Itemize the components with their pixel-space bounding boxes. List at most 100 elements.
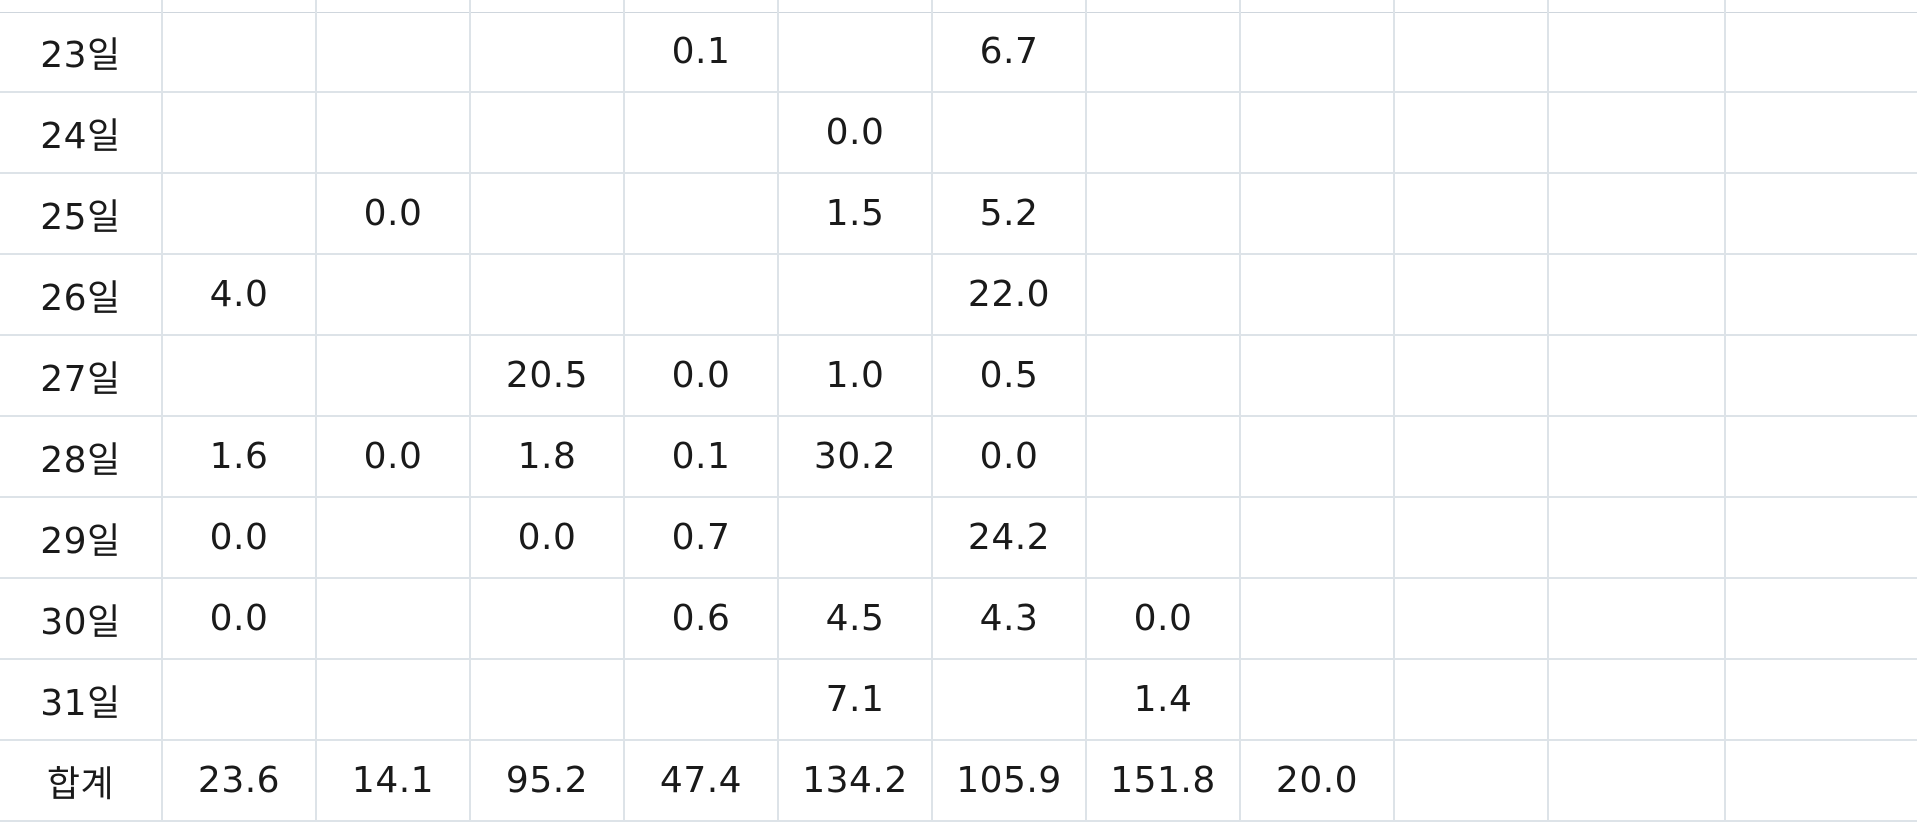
data-cell[interactable] [625, 174, 779, 253]
data-cell[interactable] [1726, 174, 1917, 253]
data-cell[interactable]: 0.0 [933, 417, 1087, 496]
data-cell[interactable] [317, 93, 471, 172]
data-cell[interactable]: 105.9 [933, 741, 1087, 820]
data-cell[interactable] [1395, 336, 1549, 415]
data-cell[interactable]: 20.5 [471, 336, 625, 415]
data-cell[interactable]: 20.0 [1241, 741, 1395, 820]
data-cell[interactable] [1726, 336, 1917, 415]
data-cell[interactable] [933, 93, 1087, 172]
data-cell[interactable] [1395, 498, 1549, 577]
data-cell[interactable] [471, 579, 625, 658]
data-cell[interactable] [1395, 741, 1549, 820]
data-cell[interactable]: 1.4 [1087, 660, 1241, 739]
row-label-cell[interactable]: 29일 [0, 498, 163, 577]
row-label-cell[interactable]: 31일 [0, 660, 163, 739]
data-cell[interactable]: 1.5 [779, 174, 933, 253]
data-cell[interactable] [1087, 336, 1241, 415]
data-cell[interactable] [1395, 93, 1549, 172]
data-cell[interactable] [1395, 417, 1549, 496]
data-cell[interactable]: 0.1 [625, 417, 779, 496]
data-cell[interactable]: 14.1 [317, 741, 471, 820]
data-cell[interactable] [1241, 498, 1395, 577]
data-cell[interactable] [1087, 174, 1241, 253]
data-cell[interactable]: 22.0 [933, 255, 1087, 334]
data-cell[interactable]: 0.0 [317, 417, 471, 496]
data-cell[interactable] [1087, 498, 1241, 577]
data-cell[interactable] [1241, 417, 1395, 496]
row-label-cell[interactable]: 합계 [0, 741, 163, 820]
data-cell[interactable] [779, 498, 933, 577]
data-cell[interactable] [317, 660, 471, 739]
data-cell[interactable]: 0.0 [163, 498, 317, 577]
data-cell[interactable]: 0.6 [625, 579, 779, 658]
data-cell[interactable] [1241, 12, 1395, 91]
data-cell[interactable] [625, 93, 779, 172]
data-cell[interactable] [1395, 174, 1549, 253]
data-cell[interactable] [1395, 12, 1549, 91]
data-cell[interactable]: 24.2 [933, 498, 1087, 577]
data-cell[interactable] [163, 174, 317, 253]
data-cell[interactable]: 134.2 [779, 741, 933, 820]
data-cell[interactable] [1726, 255, 1917, 334]
data-cell[interactable]: 7.1 [779, 660, 933, 739]
data-cell[interactable]: 47.4 [625, 741, 779, 820]
data-cell[interactable] [163, 660, 317, 739]
data-cell[interactable] [1549, 12, 1726, 91]
data-cell[interactable]: 95.2 [471, 741, 625, 820]
data-cell[interactable] [1241, 93, 1395, 172]
data-cell[interactable] [1549, 741, 1726, 820]
data-cell[interactable] [471, 660, 625, 739]
data-cell[interactable] [779, 255, 933, 334]
data-cell[interactable] [1241, 255, 1395, 334]
data-cell[interactable] [317, 255, 471, 334]
data-cell[interactable] [1241, 660, 1395, 739]
data-cell[interactable]: 1.8 [471, 417, 625, 496]
data-cell[interactable] [1549, 255, 1726, 334]
data-cell[interactable] [1087, 417, 1241, 496]
data-cell[interactable] [1726, 660, 1917, 739]
data-cell[interactable] [471, 12, 625, 91]
data-cell[interactable] [1241, 336, 1395, 415]
data-cell[interactable] [163, 93, 317, 172]
data-cell[interactable]: 0.1 [625, 12, 779, 91]
data-cell[interactable]: 30.2 [779, 417, 933, 496]
data-cell[interactable] [1726, 417, 1917, 496]
data-cell[interactable]: 1.6 [163, 417, 317, 496]
data-cell[interactable] [471, 174, 625, 253]
data-cell[interactable] [1549, 174, 1726, 253]
data-cell[interactable]: 4.0 [163, 255, 317, 334]
data-cell[interactable] [1549, 660, 1726, 739]
data-cell[interactable]: 0.0 [163, 579, 317, 658]
data-cell[interactable] [471, 255, 625, 334]
data-cell[interactable] [1087, 255, 1241, 334]
data-cell[interactable] [1726, 741, 1917, 820]
data-cell[interactable] [1549, 93, 1726, 172]
data-cell[interactable]: 1.0 [779, 336, 933, 415]
data-cell[interactable] [1087, 93, 1241, 172]
data-cell[interactable]: 0.0 [317, 174, 471, 253]
data-cell[interactable] [471, 93, 625, 172]
data-cell[interactable] [625, 660, 779, 739]
data-cell[interactable] [317, 12, 471, 91]
data-cell[interactable]: 6.7 [933, 12, 1087, 91]
data-cell[interactable]: 0.0 [625, 336, 779, 415]
data-cell[interactable] [317, 336, 471, 415]
data-cell[interactable] [625, 255, 779, 334]
data-cell[interactable] [1087, 12, 1241, 91]
data-cell[interactable] [1395, 579, 1549, 658]
data-cell[interactable]: 4.3 [933, 579, 1087, 658]
data-cell[interactable] [1241, 579, 1395, 658]
data-cell[interactable] [1726, 579, 1917, 658]
data-cell[interactable]: 0.7 [625, 498, 779, 577]
data-cell[interactable] [1549, 498, 1726, 577]
data-cell[interactable] [1726, 93, 1917, 172]
data-cell[interactable] [317, 579, 471, 658]
data-cell[interactable] [779, 12, 933, 91]
data-cell[interactable] [933, 660, 1087, 739]
data-cell[interactable] [163, 12, 317, 91]
row-label-cell[interactable]: 26일 [0, 255, 163, 334]
data-cell[interactable]: 5.2 [933, 174, 1087, 253]
data-cell[interactable]: 0.0 [471, 498, 625, 577]
data-cell[interactable]: 0.0 [1087, 579, 1241, 658]
row-label-cell[interactable]: 24일 [0, 93, 163, 172]
